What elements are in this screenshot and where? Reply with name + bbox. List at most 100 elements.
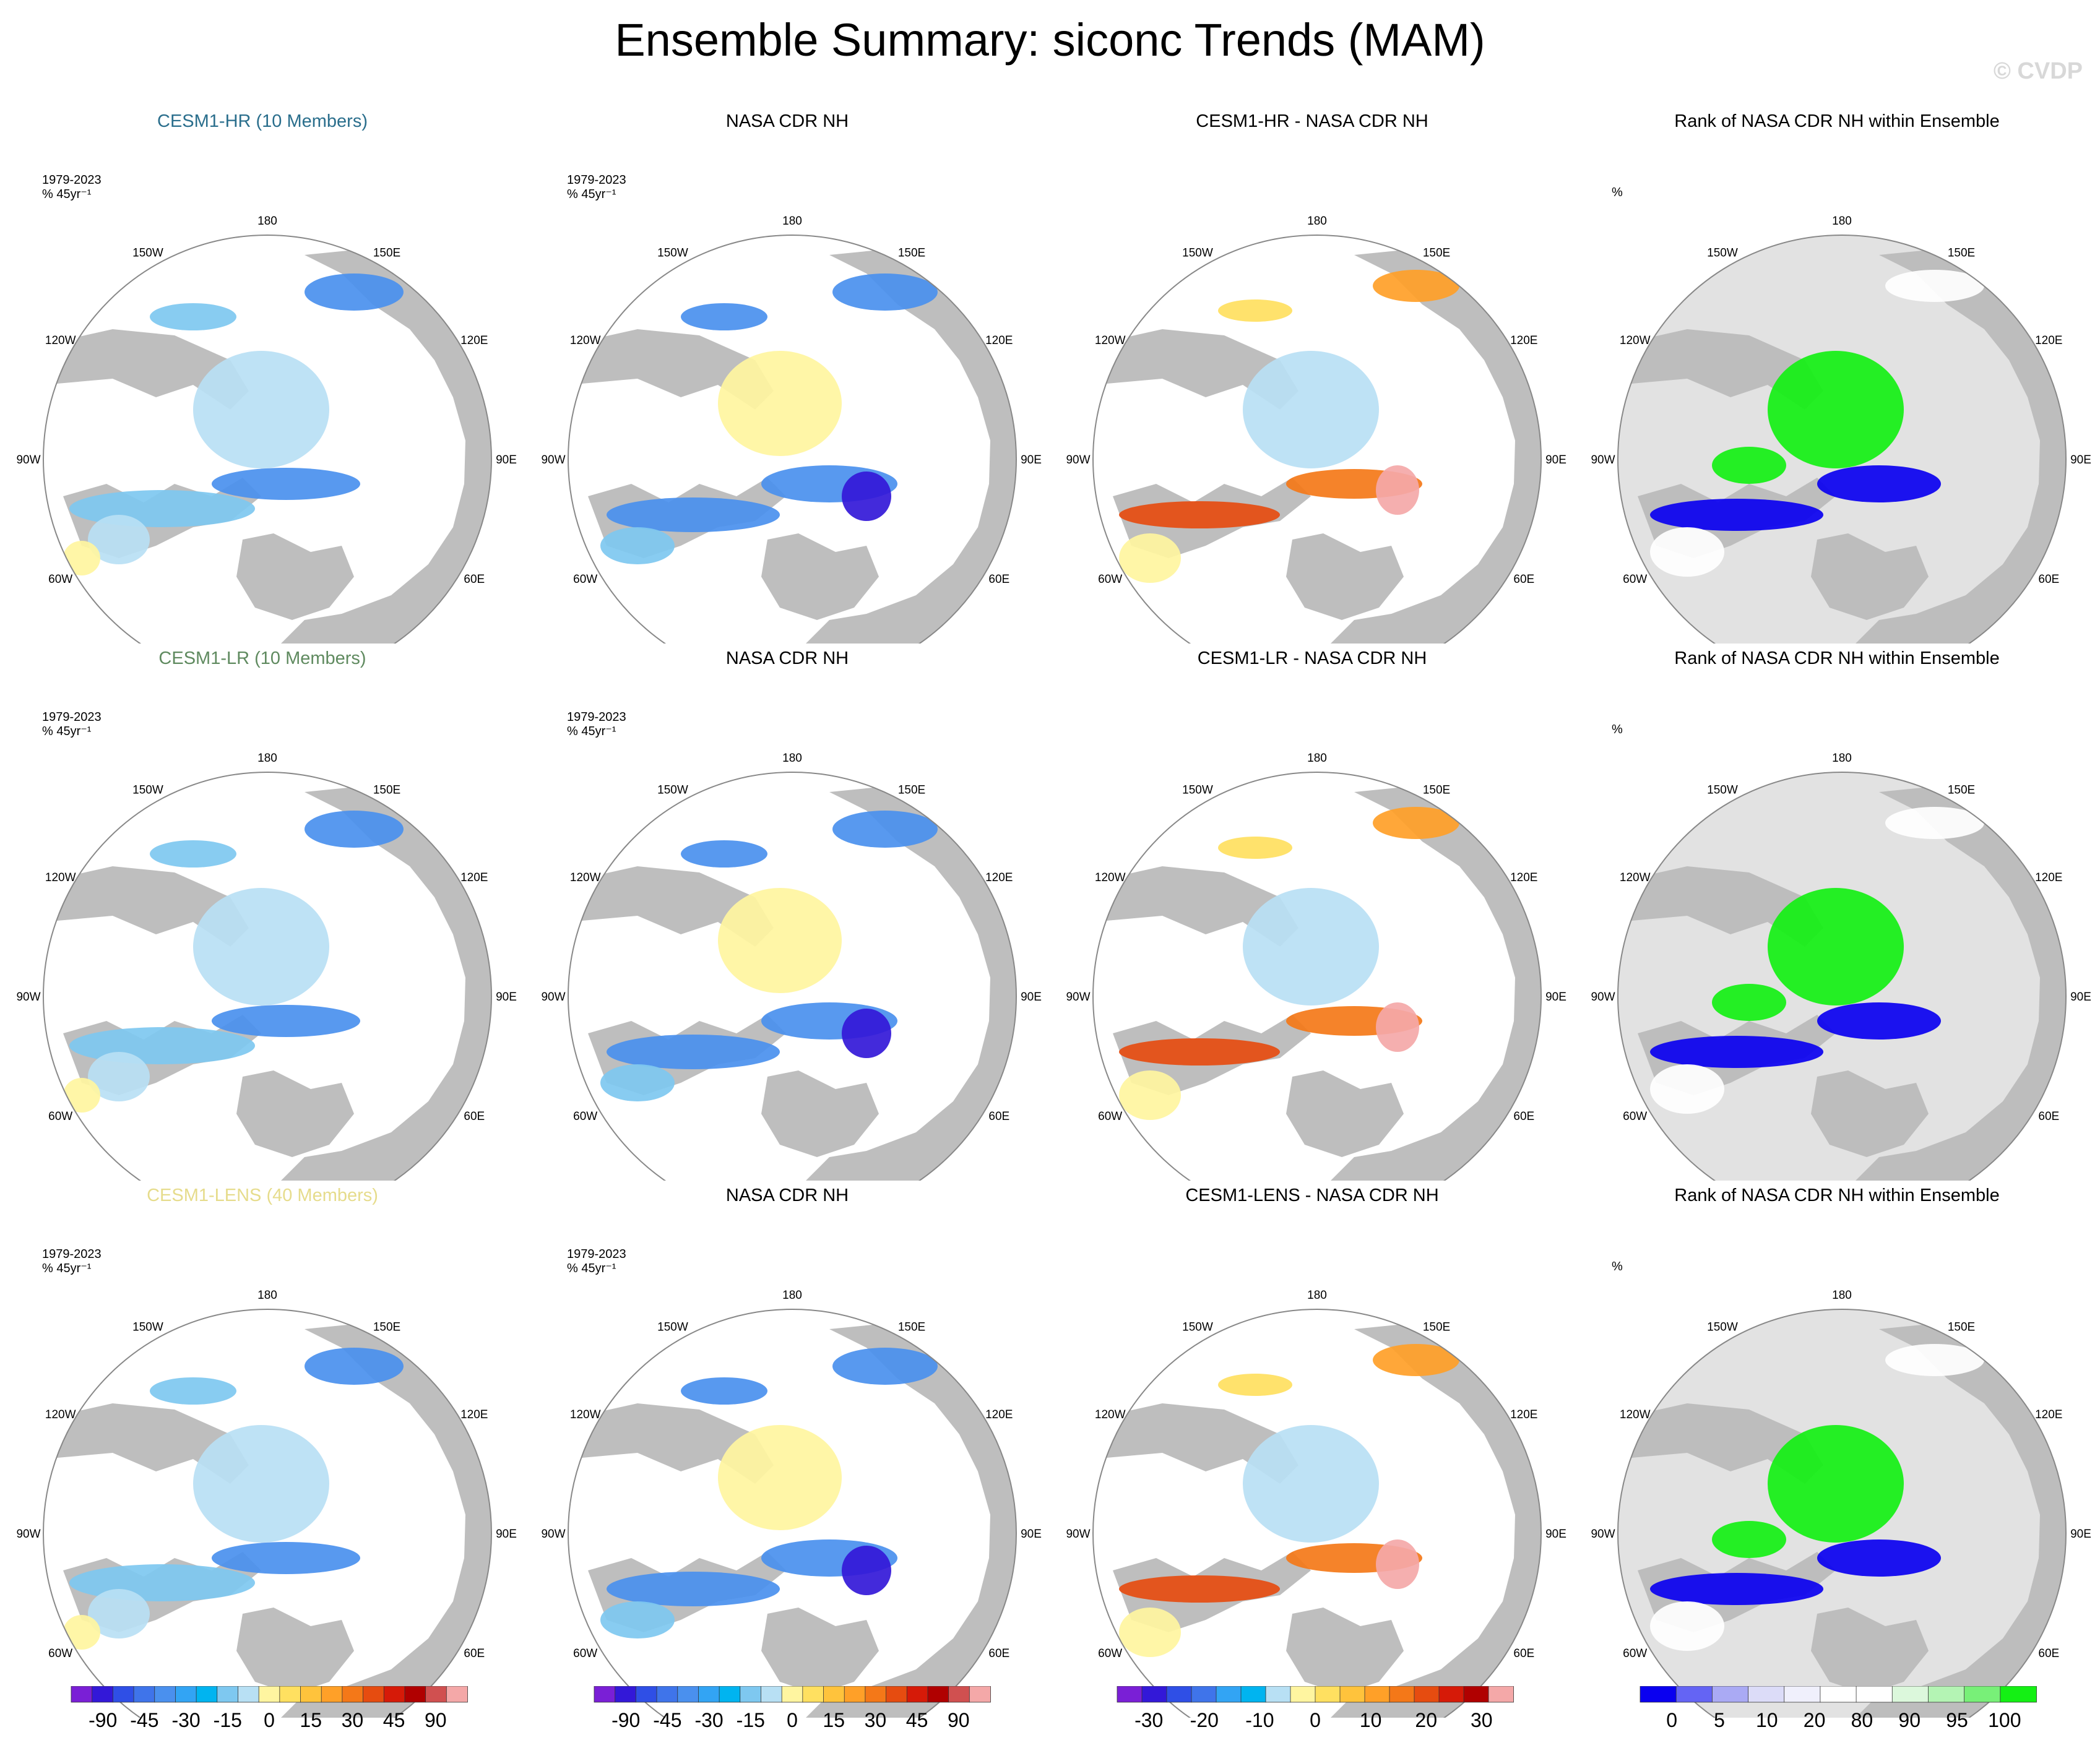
land-mass — [1836, 1323, 2066, 1718]
meridian-label: 180 — [782, 1289, 802, 1302]
meridian-label: 150E — [898, 1321, 925, 1334]
land-mass — [568, 1403, 774, 1484]
land-mass — [1311, 786, 1541, 1181]
meridian-label: 120W — [45, 871, 76, 884]
meridian-label: 120E — [1510, 1408, 1537, 1421]
trend-field — [1817, 1002, 1941, 1040]
map-panel: CESM1-LENS - NASA CDR NH 180 150E 120E 90E 60… — [1050, 1161, 1575, 1718]
colorbar-swatch — [740, 1686, 762, 1703]
meridian-label: 120W — [570, 871, 601, 884]
meridian-label: 60W — [1623, 1647, 1647, 1660]
colorbar-swatch — [383, 1686, 405, 1703]
meridian-label: 90E — [496, 991, 517, 1004]
meridian-label: 90W — [16, 991, 40, 1004]
trend-field — [600, 527, 675, 564]
meridian-label: 60W — [48, 573, 72, 586]
colorbar-swatch — [969, 1686, 991, 1703]
colorbar-swatch — [1748, 1686, 1785, 1703]
colorbar-tick: 95 — [1946, 1709, 1968, 1731]
trend-field — [1817, 1539, 1941, 1577]
trend-field — [69, 1564, 255, 1601]
meridian-label: 60W — [48, 1110, 72, 1123]
meridian-label: 90W — [1066, 454, 1090, 467]
colorbar-tick: -90 — [611, 1709, 640, 1731]
meridian-label: 60W — [1623, 1110, 1647, 1123]
meridian-label: 150W — [657, 784, 688, 797]
meridian-label: 90W — [16, 1528, 40, 1541]
panel-title: CESM1-LENS (40 Members) — [147, 1186, 378, 1205]
trend-field — [69, 490, 255, 527]
meridian-label: 60W — [573, 1110, 597, 1123]
colorbar-tick: 45 — [383, 1709, 405, 1731]
meridian-label: 60E — [988, 573, 1009, 586]
meridian-label: 90W — [1591, 991, 1615, 1004]
panel-title: CESM1-LENS - NASA CDR NH — [1185, 1186, 1439, 1205]
colorbar-tick: 20 — [1804, 1709, 1826, 1731]
polar-map: 180150E120E90E60E30E030W60W90W120W150W — [1591, 1289, 2091, 1718]
polar-map: 180150E120E90E60E30E030W60W90W120W150W — [1066, 752, 1566, 1181]
trend-field — [1218, 299, 1292, 322]
meridian-label: 120E — [460, 334, 488, 347]
trend-field — [600, 1601, 675, 1638]
trend-field — [832, 273, 938, 311]
colorbar-swatch — [279, 1686, 301, 1703]
meridian-label: 60W — [48, 1647, 72, 1660]
colorbar-swatch — [948, 1686, 970, 1703]
colorbar-swatch — [927, 1686, 949, 1703]
meridian-label: 60E — [464, 1647, 485, 1660]
colorbar-swatch — [1389, 1686, 1415, 1703]
trend-field — [193, 1425, 329, 1543]
colorbar-swatch — [1463, 1686, 1489, 1703]
meridian-label: 90W — [541, 991, 565, 1004]
meridian-label: 120W — [45, 1408, 76, 1421]
meridian-label: 90E — [1021, 454, 1042, 467]
panel-note: 1979-2023 % 45yr⁻¹ — [567, 173, 626, 201]
trend-field — [1376, 1539, 1419, 1589]
meridian-label: 120W — [45, 334, 76, 347]
colorbar-swatch — [1265, 1686, 1291, 1703]
land-mass — [761, 1608, 879, 1694]
trend-field — [150, 840, 236, 868]
land-mass — [786, 249, 1016, 644]
meridian-label: 60E — [1513, 1110, 1534, 1123]
colorbar-swatch — [1141, 1686, 1167, 1703]
trend-field — [1885, 1344, 1984, 1376]
colorbar-swatch — [1820, 1686, 1857, 1703]
land-mass — [236, 1608, 354, 1694]
meridian-label: 90W — [1066, 991, 1090, 1004]
trend-field — [212, 468, 360, 500]
meridian-label: 120W — [570, 334, 601, 347]
meridian-label: 150E — [373, 784, 400, 797]
meridian-label: 120W — [1620, 1408, 1651, 1421]
meridian-label: 150W — [132, 784, 163, 797]
land-mass — [1093, 1403, 1298, 1484]
map-panel: NASA CDR NH180150E120E90E60E30E030W60W90… — [525, 1161, 1050, 1718]
land-mass — [1618, 329, 1823, 410]
colorbar-swatch — [1438, 1686, 1464, 1703]
trend-field — [1376, 1002, 1419, 1052]
colorbar-tick: 0 — [1310, 1709, 1321, 1731]
colorbar-swatch — [802, 1686, 824, 1703]
map-boundary — [1617, 235, 2067, 644]
meridian-label: 150W — [1707, 784, 1738, 797]
meridian-label: 90E — [1545, 454, 1566, 467]
panel-note: 1979-2023 % 45yr⁻¹ — [42, 710, 102, 738]
panel-note: 1979-2023 % 45yr⁻¹ — [567, 710, 626, 738]
land-mass — [1311, 1323, 1541, 1718]
colorbar-swatch — [196, 1686, 218, 1703]
meridian-label: 60E — [1513, 1647, 1534, 1660]
meridian-label: 120E — [985, 1408, 1013, 1421]
colorbar-tick: 30 — [1471, 1709, 1493, 1731]
meridian-label: 120W — [1095, 1408, 1126, 1421]
colorbar-swatch — [906, 1686, 928, 1703]
meridian-label: 180 — [782, 215, 802, 228]
colorbar-swatch — [635, 1686, 657, 1703]
trend-field — [1712, 984, 1786, 1021]
land-mass — [568, 866, 774, 947]
meridian-label: 120E — [460, 871, 488, 884]
colorbar-tick: 30 — [342, 1709, 364, 1731]
meridian-label: 150W — [1707, 1321, 1738, 1334]
meridian-label: 90E — [1021, 991, 1042, 1004]
meridian-label: 150E — [898, 247, 925, 260]
trend-field — [88, 1052, 150, 1101]
